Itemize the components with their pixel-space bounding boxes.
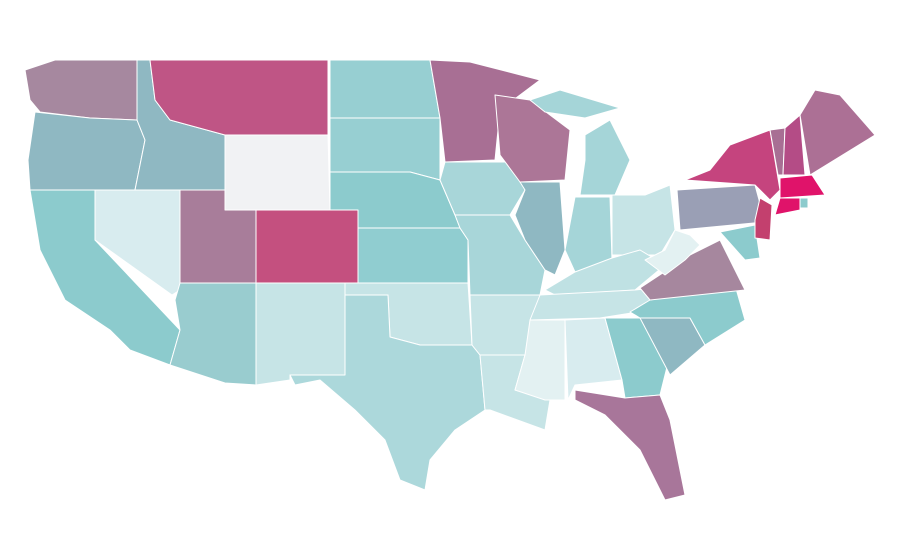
region — [782, 114, 806, 176]
region — [429, 59, 541, 163]
region — [169, 282, 257, 386]
region — [719, 224, 761, 261]
region — [329, 59, 441, 119]
region — [564, 317, 623, 401]
region — [255, 209, 359, 284]
region — [514, 181, 566, 276]
region — [255, 282, 346, 386]
region — [644, 229, 701, 276]
region — [676, 184, 766, 231]
region — [329, 117, 441, 181]
region — [224, 134, 331, 211]
region — [611, 184, 676, 256]
region — [799, 197, 809, 209]
region — [774, 197, 801, 216]
region — [27, 111, 146, 191]
region — [574, 389, 686, 501]
region — [24, 59, 138, 121]
region — [754, 197, 773, 241]
region — [799, 89, 876, 176]
region — [357, 227, 469, 284]
region — [289, 294, 486, 491]
region — [779, 174, 826, 199]
